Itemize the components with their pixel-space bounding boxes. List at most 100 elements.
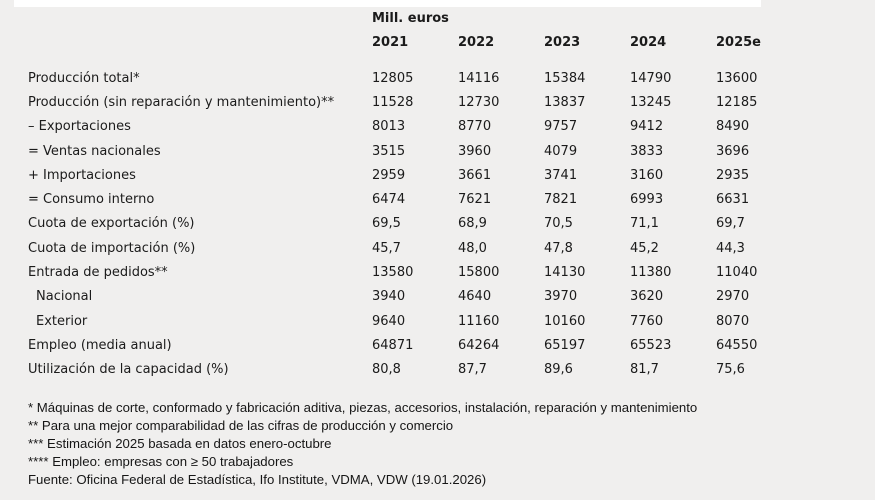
value-cell: 2935	[716, 167, 750, 183]
value-cell: 69,5	[372, 216, 401, 232]
value-cell: 6993	[630, 192, 664, 208]
value-cell: 11160	[458, 313, 500, 329]
value-cell: 68,9	[458, 216, 487, 232]
table-row: Cuota de exportación (%) 69,5 68,9 70,5 71,1…	[28, 212, 818, 236]
value-cell: 10160	[544, 313, 586, 329]
value-cell: 12805	[372, 70, 414, 86]
value-cell: 9757	[544, 119, 578, 135]
value-cell: 13600	[716, 70, 758, 86]
value-cell: 4079	[544, 143, 578, 159]
value-cell: 3160	[630, 167, 664, 183]
table-row: = Consumo interno 6474 7621 7821 6993 6631	[28, 187, 818, 211]
row-label: + Importaciones	[28, 167, 136, 183]
row-label: Utilización de la capacidad (%)	[28, 362, 229, 378]
table-row: Entrada de pedidos** 13580 15800 14130 11380…	[28, 260, 818, 284]
row-label: Cuota de importación (%)	[28, 240, 196, 256]
value-cell: 80,8	[372, 362, 401, 378]
row-label: Entrada de pedidos**	[28, 265, 168, 281]
value-cell: 75,6	[716, 362, 745, 378]
table-row: + Importaciones 2959 3661 3741 3160 2935	[28, 163, 818, 187]
value-cell: 8013	[372, 119, 406, 135]
value-cell: 70,5	[544, 216, 573, 232]
statistics-table: Mill. euros 2021 2022 2023 2024 2025e Produc…	[28, 6, 818, 382]
table-row: Exterior 9640 11160 10160 7760 8070	[28, 309, 818, 333]
value-cell: 13580	[372, 265, 414, 281]
value-cell: 64264	[458, 337, 500, 353]
row-label: = Consumo interno	[28, 192, 155, 208]
value-cell: 87,7	[458, 362, 487, 378]
year-column-header: 2025e	[716, 34, 761, 50]
value-cell: 3833	[630, 143, 664, 159]
table-row: Cuota de importación (%) 45,7 48,0 47,8 45,2…	[28, 236, 818, 260]
year-column-header: 2021	[372, 34, 409, 50]
footnote-line: **** Empleo: empresas con ≥ 50 trabajado…	[28, 454, 294, 469]
footnotes: * Máquinas de corte, conformado y fabric…	[28, 399, 697, 489]
footnote-line: * Máquinas de corte, conformado y fabric…	[28, 400, 698, 415]
value-cell: 65197	[544, 337, 586, 353]
value-cell: 7821	[544, 192, 578, 208]
year-column-header: 2023	[544, 34, 581, 50]
value-cell: 3696	[716, 143, 750, 159]
table-row: – Exportaciones 8013 8770 9757 9412 8490	[28, 115, 818, 139]
value-cell: 3741	[544, 167, 578, 183]
value-cell: 11528	[372, 94, 414, 110]
value-cell: 15384	[544, 70, 586, 86]
row-label: Producción (sin reparación y mantenimien…	[28, 94, 335, 110]
top-white-strip	[14, 0, 761, 7]
header-body-gap	[28, 54, 818, 66]
value-cell: 15800	[458, 265, 500, 281]
value-cell: 6474	[372, 192, 406, 208]
value-cell: 3970	[544, 289, 578, 305]
value-cell: 81,7	[630, 362, 659, 378]
value-cell: 11380	[630, 265, 672, 281]
value-cell: 7621	[458, 192, 492, 208]
value-cell: 14790	[630, 70, 672, 86]
unit-row: Mill. euros	[28, 6, 818, 30]
value-cell: 44,3	[716, 240, 745, 256]
row-label: – Exportaciones	[28, 119, 131, 135]
value-cell: 3661	[458, 167, 492, 183]
value-cell: 65523	[630, 337, 672, 353]
value-cell: 14130	[544, 265, 586, 281]
value-cell: 8770	[458, 119, 492, 135]
value-cell: 12185	[716, 94, 758, 110]
value-cell: 4640	[458, 289, 492, 305]
value-cell: 6631	[716, 192, 750, 208]
year-column-header: 2022	[458, 34, 495, 50]
value-cell: 64550	[716, 337, 758, 353]
value-cell: 2959	[372, 167, 406, 183]
value-cell: 69,7	[716, 216, 745, 232]
value-cell: 8070	[716, 313, 750, 329]
value-cell: 13245	[630, 94, 672, 110]
table-row: Producción total* 12805 14116 15384 14790 136…	[28, 66, 818, 90]
table-row: Utilización de la capacidad (%) 80,8 87,7 8…	[28, 358, 818, 382]
value-cell: 48,0	[458, 240, 487, 256]
table-row: = Ventas nacionales 3515 3960 4079 3833 3696	[28, 139, 818, 163]
value-cell: 89,6	[544, 362, 573, 378]
footnote-line: Fuente: Oficina Federal de Estadística, …	[28, 472, 487, 487]
row-label: Empleo (media anual)	[28, 337, 172, 353]
row-label: Exterior	[36, 313, 88, 329]
year-column-header: 2024	[630, 34, 667, 50]
value-cell: 14116	[458, 70, 500, 86]
value-cell: 45,7	[372, 240, 401, 256]
value-cell: 12730	[458, 94, 500, 110]
row-label: Cuota de exportación (%)	[28, 216, 195, 232]
value-cell: 64871	[372, 337, 414, 353]
row-label: Producción total*	[28, 70, 140, 86]
value-cell: 71,1	[630, 216, 659, 232]
footnote-line: *** Estimación 2025 basada en datos ener…	[28, 436, 332, 451]
value-cell: 47,8	[544, 240, 573, 256]
value-cell: 9412	[630, 119, 664, 135]
value-cell: 9640	[372, 313, 406, 329]
value-cell: 3940	[372, 289, 406, 305]
table-row: Producción (sin reparación y mantenimien…	[28, 90, 818, 114]
unit-label: Mill. euros	[372, 10, 449, 26]
row-label: = Ventas nacionales	[28, 143, 161, 159]
table-body: Producción total* 12805 14116 15384 14790 136…	[28, 66, 818, 382]
value-cell: 45,2	[630, 240, 659, 256]
value-cell: 3620	[630, 289, 664, 305]
value-cell: 2970	[716, 289, 750, 305]
row-label: Nacional	[36, 289, 93, 305]
